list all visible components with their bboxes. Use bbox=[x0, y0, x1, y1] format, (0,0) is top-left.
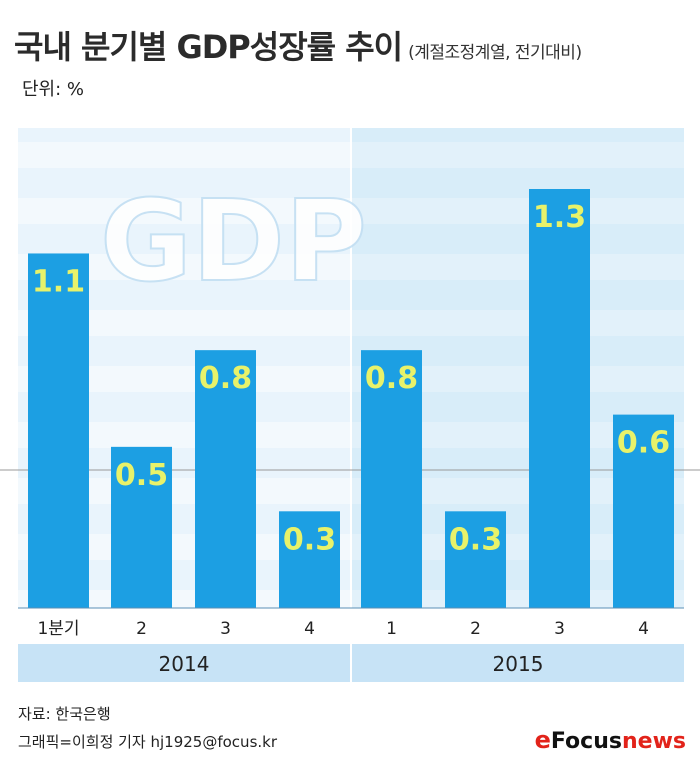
year-label: 2014 bbox=[159, 652, 210, 676]
focusnews-logo: eFocusnews bbox=[535, 726, 686, 754]
logo-news: news bbox=[621, 729, 686, 754]
tick-band bbox=[18, 609, 350, 645]
panel-stripe bbox=[18, 142, 350, 168]
bar-value-label: 1.3 bbox=[533, 200, 586, 235]
panel-stripe bbox=[352, 198, 684, 224]
bar-value-label: 0.8 bbox=[365, 361, 418, 396]
year-label: 2015 bbox=[493, 652, 544, 676]
quarter-tick-label: 2 bbox=[470, 619, 481, 639]
panel-stripe bbox=[352, 310, 684, 336]
bar-value-label: 0.5 bbox=[115, 458, 168, 493]
bar-value-label: 0.3 bbox=[449, 522, 502, 557]
bar bbox=[445, 511, 506, 608]
year-band bbox=[18, 644, 350, 682]
bar bbox=[279, 511, 340, 608]
bar bbox=[28, 253, 89, 608]
bar-value-label: 0.3 bbox=[283, 522, 336, 557]
chart-title: 국내 분기별 GDP성장률 추이 (계절조정계열, 전기대비) bbox=[14, 22, 582, 68]
bar-value-label: 1.1 bbox=[32, 264, 85, 299]
title-text: 국내 분기별 GDP성장률 추이 bbox=[14, 28, 403, 66]
year-band bbox=[352, 644, 684, 682]
panel-stripe bbox=[352, 142, 684, 168]
quarter-tick-label: 4 bbox=[638, 619, 649, 639]
gdp-growth-chart: GDP 1.1 0.5 0.8 0.3 0.8 0.3 1.3 0.6 1분기 2 3 4 1 2 3 4 201… bbox=[0, 128, 700, 682]
panel-stripe bbox=[352, 254, 684, 280]
quarter-tick-label: 3 bbox=[220, 619, 231, 639]
gdp-watermark: GDP bbox=[100, 177, 367, 307]
quarter-tick-label: 4 bbox=[304, 619, 315, 639]
quarter-tick-label: 3 bbox=[554, 619, 565, 639]
quarter-tick-label: 2 bbox=[136, 619, 147, 639]
bar-value-label: 0.8 bbox=[199, 361, 252, 396]
panel-stripe bbox=[18, 198, 350, 224]
source-text: 자료: 한국은행 bbox=[18, 705, 111, 723]
bar-value-label: 0.6 bbox=[617, 426, 670, 461]
unit-label: 단위: % bbox=[22, 79, 85, 100]
chart-subtitle: (계절조정계열, 전기대비) bbox=[408, 43, 582, 63]
bar bbox=[195, 350, 256, 608]
bar bbox=[361, 350, 422, 608]
bar bbox=[111, 446, 172, 608]
logo-focus: Focus bbox=[550, 729, 622, 754]
bar bbox=[529, 189, 590, 608]
tick-band bbox=[352, 609, 684, 645]
quarter-tick-label: 1 bbox=[386, 619, 397, 639]
logo-mark: e bbox=[534, 726, 551, 754]
quarter-tick-label: 1분기 bbox=[37, 619, 79, 639]
bar bbox=[613, 414, 674, 608]
credit-text: 그래픽=이희정 기자 hj1925@focus.kr bbox=[18, 733, 278, 751]
